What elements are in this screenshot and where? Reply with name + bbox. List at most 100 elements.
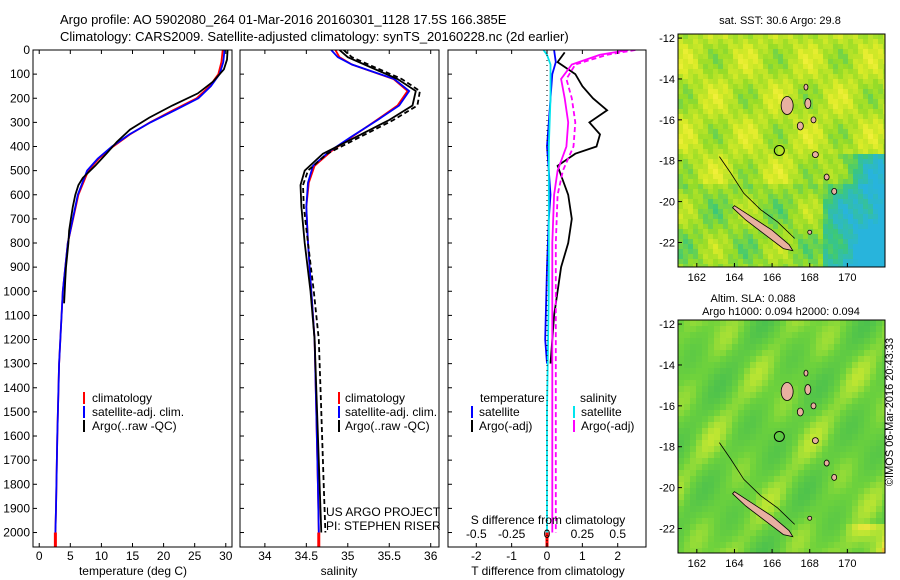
series-line-differences-3: [551, 50, 629, 533]
legend-label-argo: Argo(..raw -QC): [345, 419, 430, 433]
island: [780, 382, 794, 401]
island: [810, 402, 817, 410]
sla-map-title: Altim. SLA: 0.088: [711, 293, 796, 305]
y-tick-label: -18: [659, 156, 675, 168]
float-position-marker: [773, 145, 785, 156]
series-line-differences-1: [549, 51, 609, 364]
series-line-salinity-1: [305, 50, 411, 533]
y-tick-label: 1900: [3, 501, 30, 515]
x-tick-label: 34.5: [295, 549, 319, 563]
salinity-xlabel: salinity: [321, 564, 358, 578]
island: [803, 369, 809, 377]
island: [804, 384, 812, 395]
y-tick-label: 1400: [3, 381, 30, 395]
y-tick-label: -20: [659, 483, 675, 495]
series-line-differences-2: [542, 50, 552, 533]
legend-label-climatology: climatology: [92, 391, 152, 405]
y-tick-label: 1500: [3, 405, 30, 419]
x-tick-label: 34: [258, 549, 272, 563]
x-tick-label: 1: [579, 549, 586, 563]
sst-map-panel: sat. SST: 30.6 Argo: 29.8 162 164 166 168 17…: [659, 15, 886, 284]
series-line-temperature-0: [54, 50, 224, 533]
y-tick-label: -16: [659, 115, 675, 127]
legend-label-s-satellite: satellite: [581, 405, 622, 419]
y-tick-label: -20: [659, 197, 675, 209]
y-tick-label: -12: [659, 33, 675, 45]
x-tick-label: 162: [688, 558, 706, 570]
x-tick-label: 5: [67, 549, 74, 563]
reef-outline: [719, 442, 795, 525]
sla-map-subtitle: Argo h1000: 0.094 h2000: 0.094: [702, 306, 860, 318]
y-tick-label: 1800: [3, 477, 30, 491]
y-tick-label: 100: [10, 67, 30, 81]
x-tick-label: 10: [95, 549, 109, 563]
island: [807, 229, 813, 235]
x-tick-label: 20: [157, 549, 171, 563]
x-tick-label: 15: [126, 549, 140, 563]
imos-credit: ©IMOS 06-Mar-2016 20:43:33: [884, 338, 896, 486]
s-tick-label: 0: [544, 527, 551, 541]
series-line-salinity-3: [302, 50, 421, 533]
x-tick-label: 170: [838, 272, 856, 284]
float-position-marker: [773, 431, 785, 442]
island: [810, 116, 817, 124]
y-tick-label: -18: [659, 442, 675, 454]
s-tick-label: 0.25: [571, 527, 595, 541]
island-new-caledonia: [732, 491, 794, 538]
x-tick-label: 0: [544, 549, 551, 563]
sla-map-frame: [677, 319, 886, 554]
x-tick-label: 162: [688, 272, 706, 284]
y-tick-label: 0: [23, 43, 30, 57]
temperature-panel: 0 5 10 15 20 25 300100200300400500600700800900…: [3, 43, 232, 578]
series-line-temperature-2: [63, 50, 229, 304]
salinity-legend: climatology satellite-adj. clim. Argo(..…: [338, 391, 437, 433]
y-tick-label: 200: [10, 91, 30, 105]
reef-outline: [719, 156, 795, 239]
legend-label-satellite: satellite-adj. clim.: [92, 405, 184, 419]
legend-title-salinity: salinity: [580, 391, 617, 405]
y-tick-label: 1700: [3, 453, 30, 467]
difference-xlabel: T difference from climatology: [471, 564, 625, 578]
y-tick-label: -14: [659, 74, 675, 86]
y-tick-label: 900: [10, 260, 30, 274]
y-tick-label: 1100: [4, 308, 30, 322]
salinity-frame: [239, 49, 440, 548]
s-tick-label: 0.5: [609, 527, 626, 541]
y-tick-label: 600: [10, 188, 30, 202]
y-tick-label: 1300: [3, 357, 30, 371]
y-tick-label: 1600: [3, 429, 30, 443]
legend-label-argo: Argo(..raw -QC): [92, 419, 177, 433]
legend-label-t-satellite: satellite: [479, 405, 520, 419]
x-tick-label: 30: [219, 549, 233, 563]
x-tick-label: 168: [801, 558, 819, 570]
legend-label-climatology: climatology: [345, 391, 405, 405]
x-tick-label: 25: [188, 549, 202, 563]
island: [823, 173, 830, 181]
difference-xlabel-top: S difference from climatology: [471, 513, 626, 527]
series-line-temperature-1: [54, 50, 226, 533]
y-tick-label: -12: [659, 319, 675, 331]
island: [796, 121, 804, 131]
island: [780, 96, 794, 115]
island: [804, 98, 812, 109]
temperature-legend: climatology satellite-adj. clim. Argo(..…: [83, 391, 184, 433]
island: [803, 83, 809, 91]
island: [823, 459, 830, 467]
x-tick-label: 164: [725, 272, 743, 284]
y-tick-label: -16: [659, 401, 675, 413]
difference-panel: -2 -1 0 1 2 S difference from climatology -0…: [447, 49, 647, 578]
y-tick-label: 1200: [3, 333, 30, 347]
x-tick-label: -2: [471, 549, 482, 563]
s-tick-label: -0.25: [498, 527, 526, 541]
x-tick-label: 0: [36, 549, 43, 563]
y-tick-label: 500: [10, 164, 30, 178]
temperature-xlabel: temperature (deg C): [79, 564, 187, 578]
y-tick-label: -22: [659, 523, 675, 535]
y-tick-label: 300: [10, 115, 30, 129]
series-line-differences-4: [554, 50, 636, 533]
island: [811, 437, 819, 444]
x-tick-label: 168: [801, 272, 819, 284]
island: [831, 187, 838, 195]
legend-label-s-argo: Argo(-adj): [581, 419, 634, 433]
difference-legend: temperature salinity satellite Argo(-adj…: [471, 391, 634, 433]
